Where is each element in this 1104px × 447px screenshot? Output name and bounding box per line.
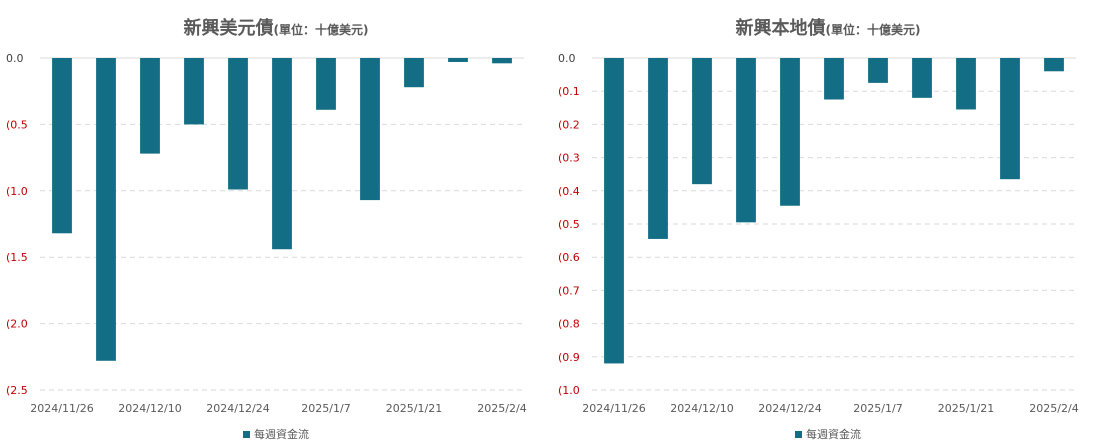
chart-unit-label: (單位：十億美元) bbox=[273, 23, 369, 37]
x-tick-label: 2025/2/4 bbox=[477, 402, 526, 415]
bar bbox=[228, 58, 248, 190]
y-tick-label: (2.5 bbox=[6, 384, 28, 397]
y-tick-label: (0.9 bbox=[558, 351, 580, 364]
y-tick-label: (0.3 bbox=[558, 152, 580, 165]
bar bbox=[1044, 58, 1064, 72]
x-tick-label: 2025/1/7 bbox=[853, 402, 902, 415]
x-tick-label: 2025/1/21 bbox=[386, 402, 442, 415]
legend-swatch bbox=[795, 431, 802, 438]
bar bbox=[824, 58, 844, 100]
y-tick-label: (1.0 bbox=[558, 384, 580, 397]
bar bbox=[780, 58, 800, 206]
y-tick-label: (0.6 bbox=[558, 251, 580, 264]
bar bbox=[492, 58, 512, 64]
bar bbox=[52, 58, 72, 234]
bar bbox=[736, 58, 756, 223]
chart-legend: 每週資金流 bbox=[552, 426, 1104, 442]
y-tick-label: (0.1 bbox=[558, 85, 580, 98]
chart-title-main: 新興本地債 bbox=[735, 18, 826, 39]
y-tick-label: (0.8 bbox=[558, 318, 580, 331]
bar bbox=[360, 58, 380, 201]
bar bbox=[96, 58, 116, 361]
bar bbox=[140, 58, 160, 154]
bar-chart-local-bonds: 0.0 (0.1 (0.2 (0.3 (0.4 (0.5 (0.6 (0.7 (0.8 (0.9 (… bbox=[558, 52, 1079, 415]
chart-title: 新興美元債(單位：十億美元) bbox=[0, 14, 552, 40]
bar bbox=[868, 58, 888, 83]
x-tick-label: 2024/12/10 bbox=[670, 402, 733, 415]
y-tick-label: 0.0 bbox=[558, 52, 576, 65]
y-tick-label: 0.0 bbox=[6, 52, 24, 65]
y-tick-label: (1.0 bbox=[6, 185, 28, 198]
chart-panel-local-bonds: 新興本地債(單位：十億美元) 0.0 (0.1 (0.2 (0.3 (0.4 (0.5 (0… bbox=[552, 0, 1104, 447]
y-tick-label: (0.5 bbox=[558, 218, 580, 231]
y-tick-label: (0.5 bbox=[6, 118, 28, 131]
x-tick-label: 2024/12/24 bbox=[758, 402, 821, 415]
y-tick-label: (0.4 bbox=[558, 185, 580, 198]
bar bbox=[404, 58, 424, 88]
legend-label: 每週資金流 bbox=[254, 428, 309, 441]
y-tick-label: (0.2 bbox=[558, 118, 580, 131]
chart-title: 新興本地債(單位：十億美元) bbox=[552, 14, 1104, 40]
x-tick-label: 2025/1/21 bbox=[938, 402, 994, 415]
y-tick-label: (0.7 bbox=[558, 284, 580, 297]
x-tick-label: 2024/12/10 bbox=[118, 402, 181, 415]
bar bbox=[448, 58, 468, 62]
legend-label: 每週資金流 bbox=[806, 428, 861, 441]
chart-legend: 每週資金流 bbox=[0, 426, 552, 442]
y-tick-label: (1.5 bbox=[6, 251, 28, 264]
bar bbox=[316, 58, 336, 110]
x-tick-label: 2024/11/26 bbox=[30, 402, 93, 415]
bar bbox=[692, 58, 712, 185]
bar bbox=[912, 58, 932, 98]
x-tick-label: 2025/1/7 bbox=[301, 402, 350, 415]
bar bbox=[272, 58, 292, 250]
bar bbox=[184, 58, 204, 125]
x-tick-label: 2025/2/4 bbox=[1029, 402, 1078, 415]
x-tick-label: 2024/12/24 bbox=[206, 402, 269, 415]
y-tick-label: (2.0 bbox=[6, 318, 28, 331]
bar bbox=[648, 58, 668, 239]
chart-title-main: 新興美元債 bbox=[183, 18, 274, 39]
chart-unit-label: (單位：十億美元) bbox=[825, 23, 921, 37]
x-tick-label: 2024/11/26 bbox=[582, 402, 645, 415]
bar bbox=[956, 58, 976, 110]
legend-swatch bbox=[243, 431, 250, 438]
chart-panel-usd-bonds: 新興美元債(單位：十億美元) 0.0 (0.5 (1.0 (1.5 (2.0 (2.5 20… bbox=[0, 14, 552, 442]
bar bbox=[1000, 58, 1020, 180]
bar bbox=[604, 58, 624, 364]
